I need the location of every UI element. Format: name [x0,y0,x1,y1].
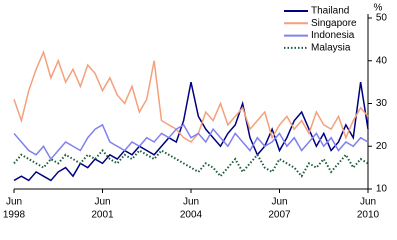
y-tick-label: 50 [376,13,388,24]
legend-label: Indonesia [311,30,355,41]
x-tick-sublabel: 2001 [91,210,114,221]
chart: % 10 20 30 40 50 Jun 1998 Jun 2001 Jun 2004 Jun 2007… [3,3,388,221]
x-tick-label: Jun [94,197,110,208]
x-tick-sublabel: 2004 [180,210,203,221]
y-tick-label: 40 [376,55,388,66]
x-tick-label: Jun [183,197,199,208]
x-tick-label: Jun [360,197,376,208]
y-tick-label: 10 [376,184,388,195]
legend-label: Singapore [311,18,357,29]
series-line [13,49,369,143]
y-tick-label: 30 [376,98,388,109]
series-line [13,149,369,178]
series-line [13,123,369,161]
y-tick-label: 20 [376,141,388,152]
x-tick-label: Jun [271,197,287,208]
x-tick-label: Jun [6,197,22,208]
y-unit: % [374,3,383,14]
series-line [13,81,369,182]
x-tick-sublabel: 1998 [3,210,26,221]
legend-label: Malaysia [311,43,351,54]
x-tick-sublabel: 2010 [357,210,380,221]
page: % 10 20 30 40 50 Jun 1998 Jun 2001 Jun 2004 Jun 2007… [2,2,388,221]
legend-label: Thailand [311,6,349,17]
x-tick-sublabel: 2007 [268,210,291,221]
